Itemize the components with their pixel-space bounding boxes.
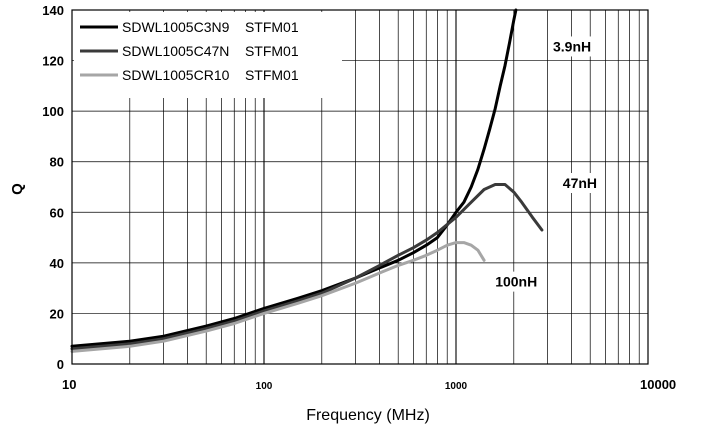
series-line-1 (70, 8, 518, 348)
annotation-background (548, 36, 604, 57)
y-tick-label: 100 (42, 104, 64, 119)
annotation-background (491, 271, 547, 292)
x-tick-label: 1000 (445, 381, 468, 392)
y-tick-label: 20 (50, 306, 64, 321)
x-tick-label: 10 (62, 377, 76, 392)
y-tick-label: 60 (50, 205, 64, 220)
legend-label: SDWL1005C3N9 STFM01 (122, 19, 299, 35)
legend: SDWL1005C3N9 STFM01 SDWL1005C47N STFM01 SD… (74, 12, 342, 98)
annotation-label: 3.9nH (553, 38, 591, 54)
annotation-label: 100nH (495, 274, 537, 290)
series-line-3 (70, 241, 486, 353)
y-tick-label: 120 (42, 54, 64, 69)
series-layer (70, 8, 544, 353)
annotation-label: 47nH (563, 175, 597, 191)
tick-labels: 0 20 40 60 80 100 120 140 10 100 1000 10000 (42, 3, 676, 392)
y-tick-label: 140 (42, 3, 64, 18)
plot-frame (71, 9, 649, 365)
annotations: 3.9nH 47nH 100nH (491, 36, 605, 292)
annotation-background (558, 173, 605, 193)
y-axis-label: Q (9, 183, 26, 195)
y-tick-label: 80 (50, 155, 64, 170)
legend-label: SDWL1005CR10 STFM01 (122, 67, 299, 83)
y-tick-label: 40 (50, 256, 64, 271)
legend-label: SDWL1005C47N STFM01 (122, 43, 299, 59)
x-axis-label: Frequency (MHz) (306, 407, 430, 424)
legend-box (74, 12, 342, 98)
series-line-2 (70, 183, 544, 351)
x-tick-label: 10000 (640, 377, 676, 392)
y-tick-label: 0 (57, 357, 64, 372)
x-tick-label: 100 (256, 381, 273, 392)
